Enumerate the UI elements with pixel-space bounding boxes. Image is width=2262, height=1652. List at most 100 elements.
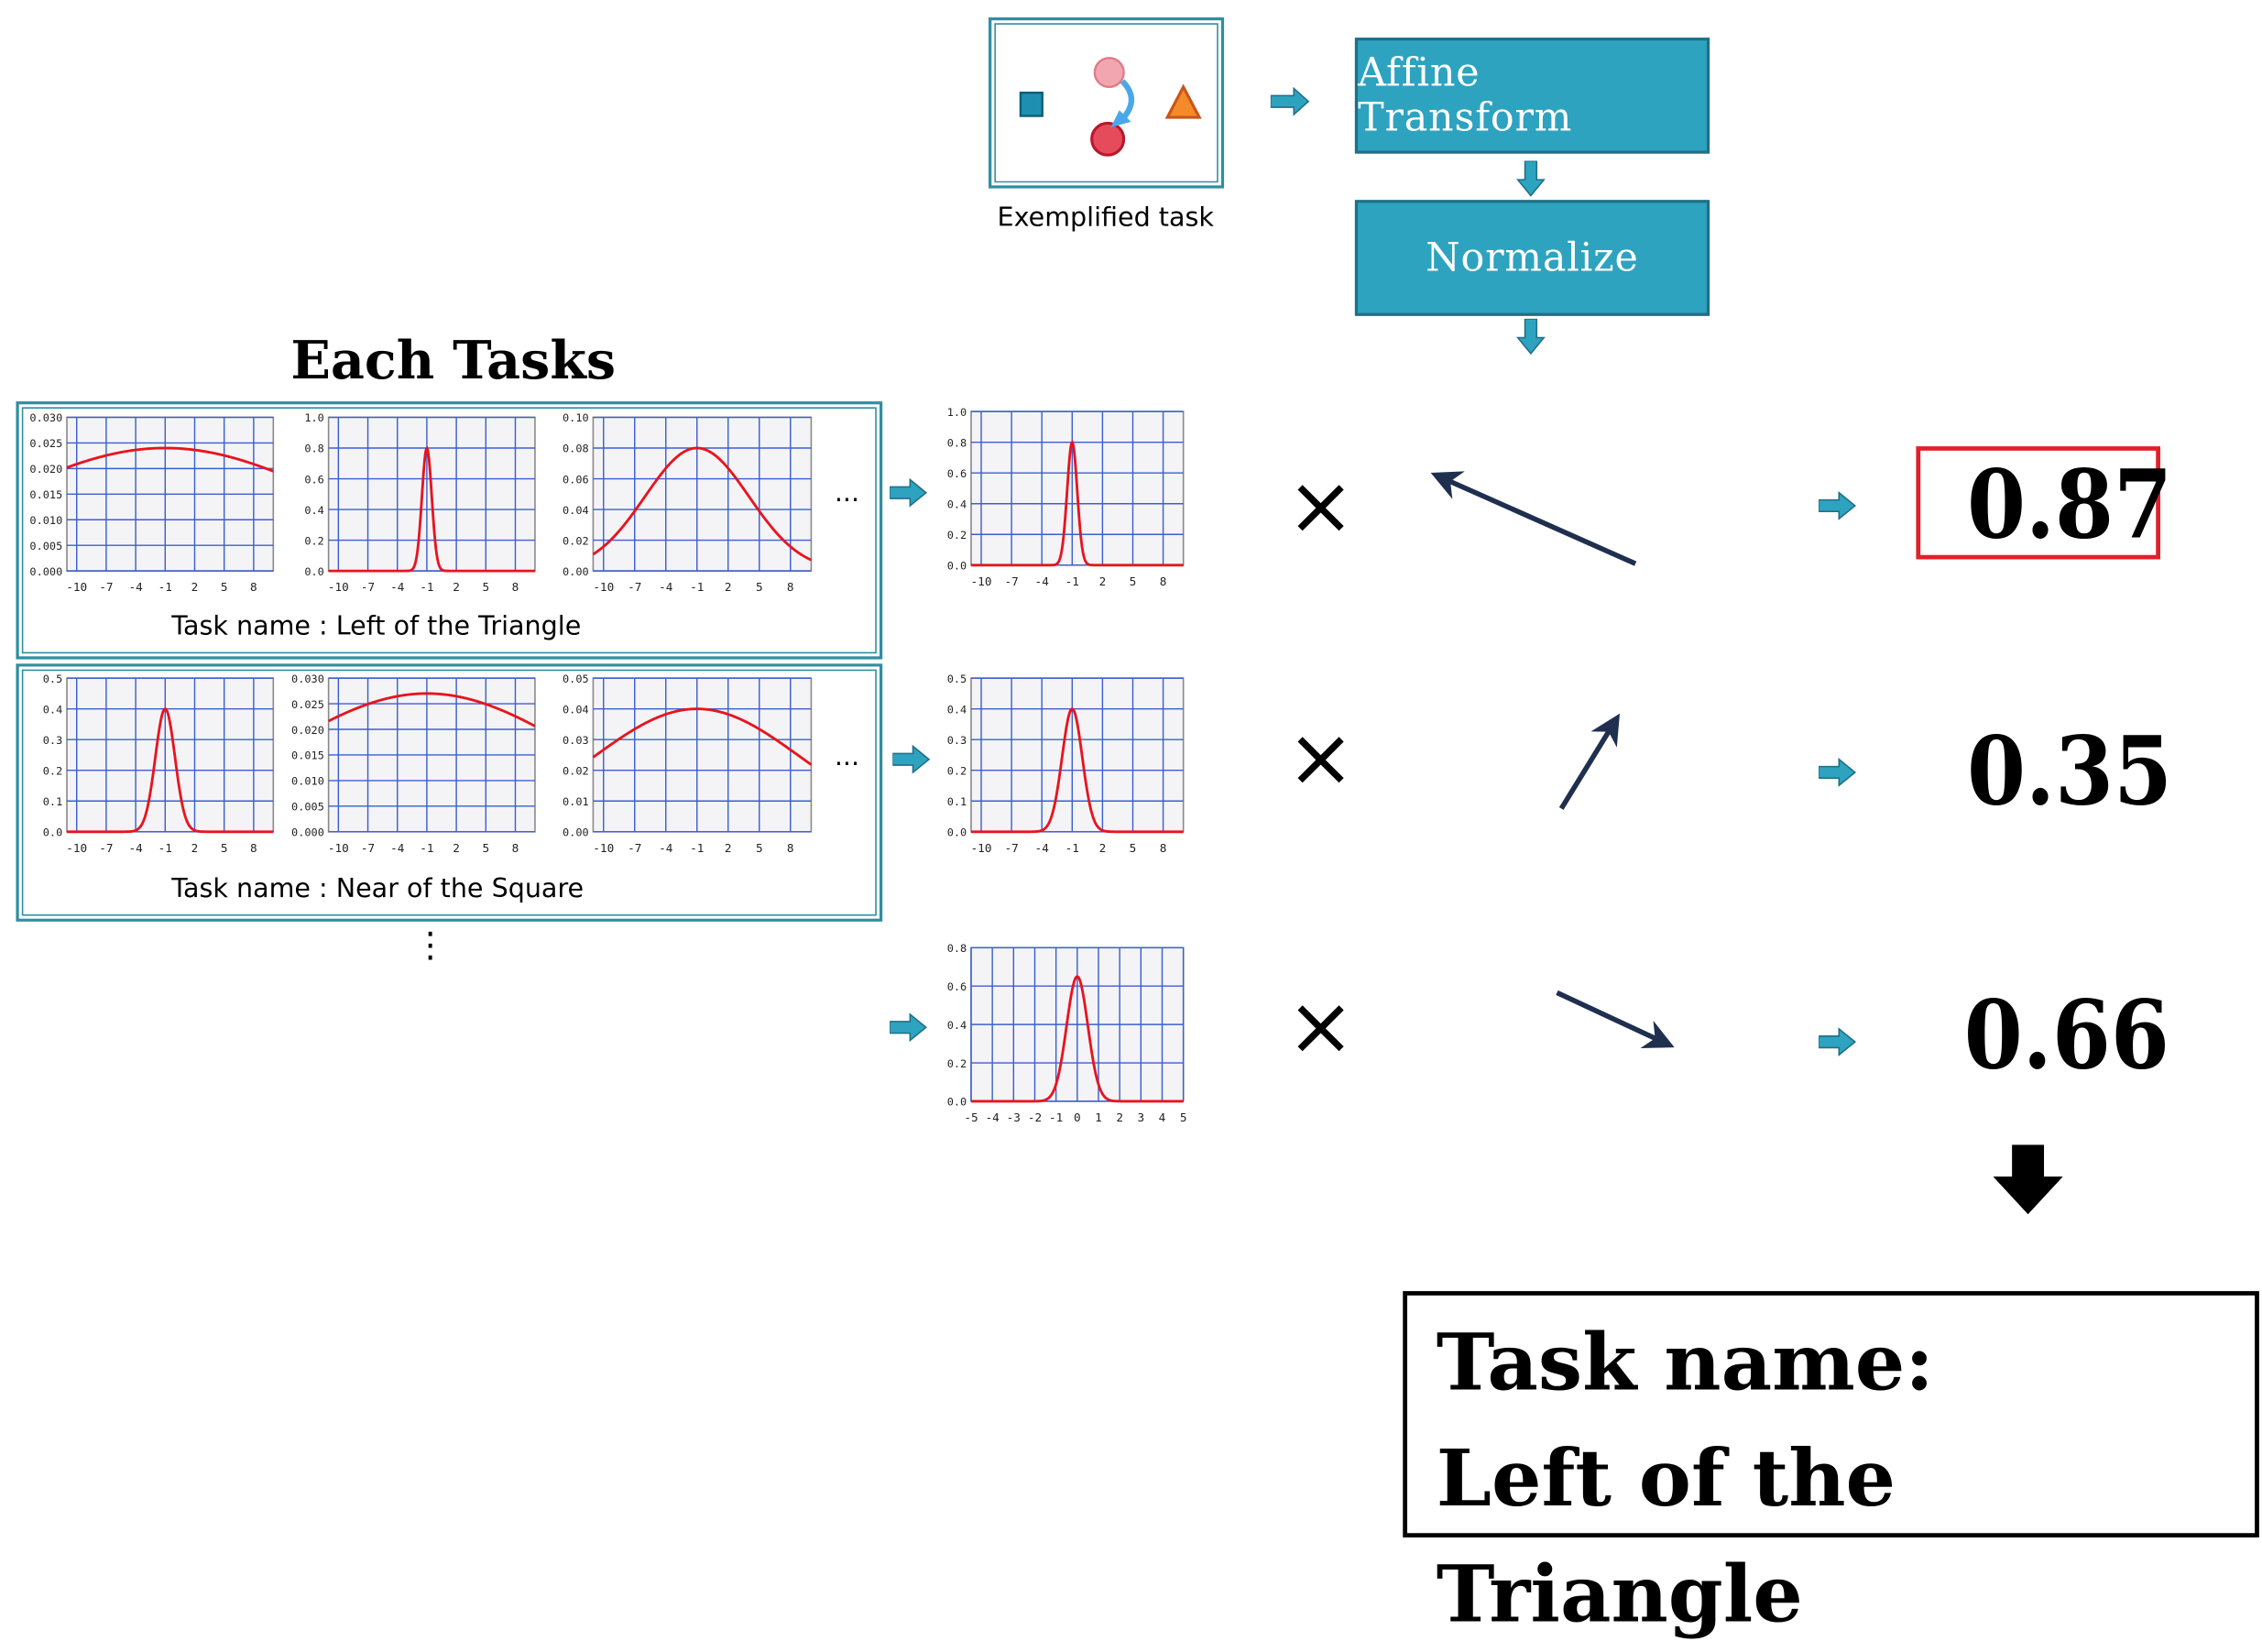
- x-tick-label: 8: [512, 580, 519, 594]
- y-tick-label: 0.04: [563, 504, 589, 517]
- vector-arrow-1: [1430, 471, 1637, 566]
- x-tick-label: -4: [659, 580, 673, 594]
- arrow-right-icon: [1270, 86, 1310, 116]
- x-tick-label: -4: [390, 841, 405, 855]
- x-tick-label: -7: [1004, 574, 1018, 588]
- y-tick-label: 0.06: [563, 473, 589, 486]
- x-tick-label: 4: [1159, 1110, 1166, 1124]
- ellipsis: ...: [834, 477, 860, 509]
- x-tick-label: -10: [593, 580, 614, 594]
- density-curve: [592, 446, 813, 562]
- chart-task1-2: -10 -7 -4 -1 2 5 8 0.0 0.2 0.4 0.6 0.8 1.0: [304, 411, 536, 594]
- y-tick-label: 1.0: [304, 411, 323, 424]
- affine-transform-box: Affine Transform: [1354, 38, 1710, 154]
- result-line-2: Left of the Triangle: [1436, 1431, 1896, 1641]
- chart-task1-1: -10 -7 -4 -1 2 5 8 0.000 0.005 0.010 0.015 0.020 0.0…: [29, 411, 275, 594]
- x-tick-label: -4: [128, 841, 143, 855]
- chart-task2-2: -10 -7 -4 -1 2 5 8 0.000 0.005 0.010 0.015 0.020 0.0…: [291, 673, 536, 855]
- y-tick-label: 0.015: [29, 488, 62, 501]
- big-arrow-down-icon: [1993, 1144, 2063, 1215]
- x-tick-label: 0: [1074, 1110, 1081, 1124]
- x-tick-label: -1: [690, 841, 704, 855]
- y-tick-label: 0.5: [947, 673, 967, 685]
- triangle-icon: [1164, 83, 1202, 119]
- y-tick-label: 0.2: [304, 534, 323, 547]
- square-icon: [1019, 92, 1044, 117]
- y-tick-label: 0.4: [304, 504, 323, 517]
- y-tick-label: 0.4: [947, 1019, 967, 1032]
- y-tick-label: 0.4: [43, 703, 62, 716]
- x-tick-label: 5: [482, 841, 489, 855]
- density-curve: [328, 445, 535, 573]
- x-tick-label: 5: [1130, 841, 1137, 855]
- x-tick-label: 8: [1160, 574, 1167, 588]
- y-tick-label: 0.0: [947, 1096, 967, 1109]
- x-tick-label: 2: [191, 580, 199, 594]
- task-name-label: Task name : Left of the Triangle: [171, 611, 582, 642]
- vector-arrows: [1430, 471, 1675, 1049]
- x-tick-label: -7: [1004, 841, 1018, 855]
- x-tick-label: 3: [1138, 1110, 1145, 1124]
- plot-area: [592, 416, 813, 572]
- y-tick-label: 0.8: [947, 436, 967, 449]
- y-tick-label: 0.03: [563, 734, 589, 747]
- x-tick-label: 1: [1095, 1110, 1102, 1124]
- affine-transform-label: Affine Transform: [1358, 50, 1573, 141]
- x-tick-label: 8: [512, 841, 519, 855]
- y-tick-label: 0.3: [43, 734, 62, 747]
- x-tick-label: -4: [659, 841, 673, 855]
- x-tick-label: -1: [690, 580, 704, 594]
- vertical-ellipsis: ⋮: [412, 924, 448, 966]
- x-tick-label: -4: [986, 1110, 1000, 1124]
- x-tick-label: -7: [99, 841, 113, 855]
- chart-task2-1: -10 -7 -4 -1 2 5 8 0.0 0.1 0.2 0.3 0.4 0.5: [43, 673, 275, 855]
- y-tick-label: 0.8: [947, 942, 967, 955]
- x-tick-label: 5: [756, 580, 763, 594]
- x-tick-label: 2: [453, 841, 460, 855]
- x-tick-label: -10: [971, 841, 992, 855]
- x-tick-label: -1: [1065, 841, 1079, 855]
- multiply-symbol: ×: [1286, 711, 1355, 806]
- x-tick-label: -10: [971, 574, 992, 588]
- score-value: 0.35: [1966, 716, 2173, 827]
- y-tick-label: 0.010: [291, 775, 324, 788]
- ellipsis: ...: [834, 741, 860, 772]
- x-tick-label: -1: [420, 841, 433, 855]
- y-tick-label: 0.005: [291, 801, 324, 814]
- x-tick-label: -10: [328, 580, 349, 594]
- y-tick-label: 0.0: [947, 826, 967, 839]
- faded-circle-icon: [1093, 57, 1125, 89]
- y-tick-label: 0.4: [947, 703, 967, 716]
- y-tick-label: 0.8: [304, 443, 323, 455]
- x-tick-label: -1: [158, 580, 172, 594]
- x-tick-label: -4: [1035, 841, 1050, 855]
- y-tick-label: 0.2: [947, 529, 967, 542]
- chart-normalized-1: -10 -7 -4 -1 2 5 8 0.0 0.2 0.4 0.6 0.8 1.0: [947, 406, 1185, 588]
- x-tick-label: 8: [787, 841, 794, 855]
- vector-arrow-2: [1558, 713, 1621, 810]
- x-tick-label: 2: [1116, 1110, 1123, 1124]
- chart-normalized-3: -5 -4 -3 -2 -1 0 1 2 3 4 5 0.0 0.2 0.4 0.6 0.8: [947, 942, 1187, 1124]
- y-tick-label: 0.010: [29, 514, 62, 527]
- arrow-right-icon: [1819, 491, 1857, 520]
- y-tick-label: 0.025: [291, 698, 324, 711]
- x-tick-label: -4: [390, 580, 405, 594]
- y-tick-label: 0.6: [947, 980, 967, 993]
- score-highlight-box: [1916, 446, 2160, 560]
- x-tick-label: 5: [221, 841, 228, 855]
- y-tick-label: 0.00: [563, 565, 589, 578]
- x-tick-label: 2: [453, 580, 460, 594]
- y-tick-label: 0.05: [563, 673, 589, 685]
- y-tick-label: 0.02: [563, 534, 589, 547]
- x-tick-label: 8: [1160, 841, 1167, 855]
- x-tick-label: 5: [756, 841, 763, 855]
- plot-area: [970, 677, 1185, 833]
- circle-icon: [1090, 121, 1126, 157]
- score-value: 0.87: [1966, 449, 2173, 561]
- each-tasks-title: Each Tasks: [290, 330, 617, 392]
- x-tick-label: -7: [99, 580, 113, 594]
- y-tick-label: 0.1: [43, 795, 62, 808]
- x-tick-label: -2: [1028, 1110, 1042, 1124]
- plot-area: [66, 677, 275, 833]
- y-tick-label: 0.08: [563, 443, 589, 455]
